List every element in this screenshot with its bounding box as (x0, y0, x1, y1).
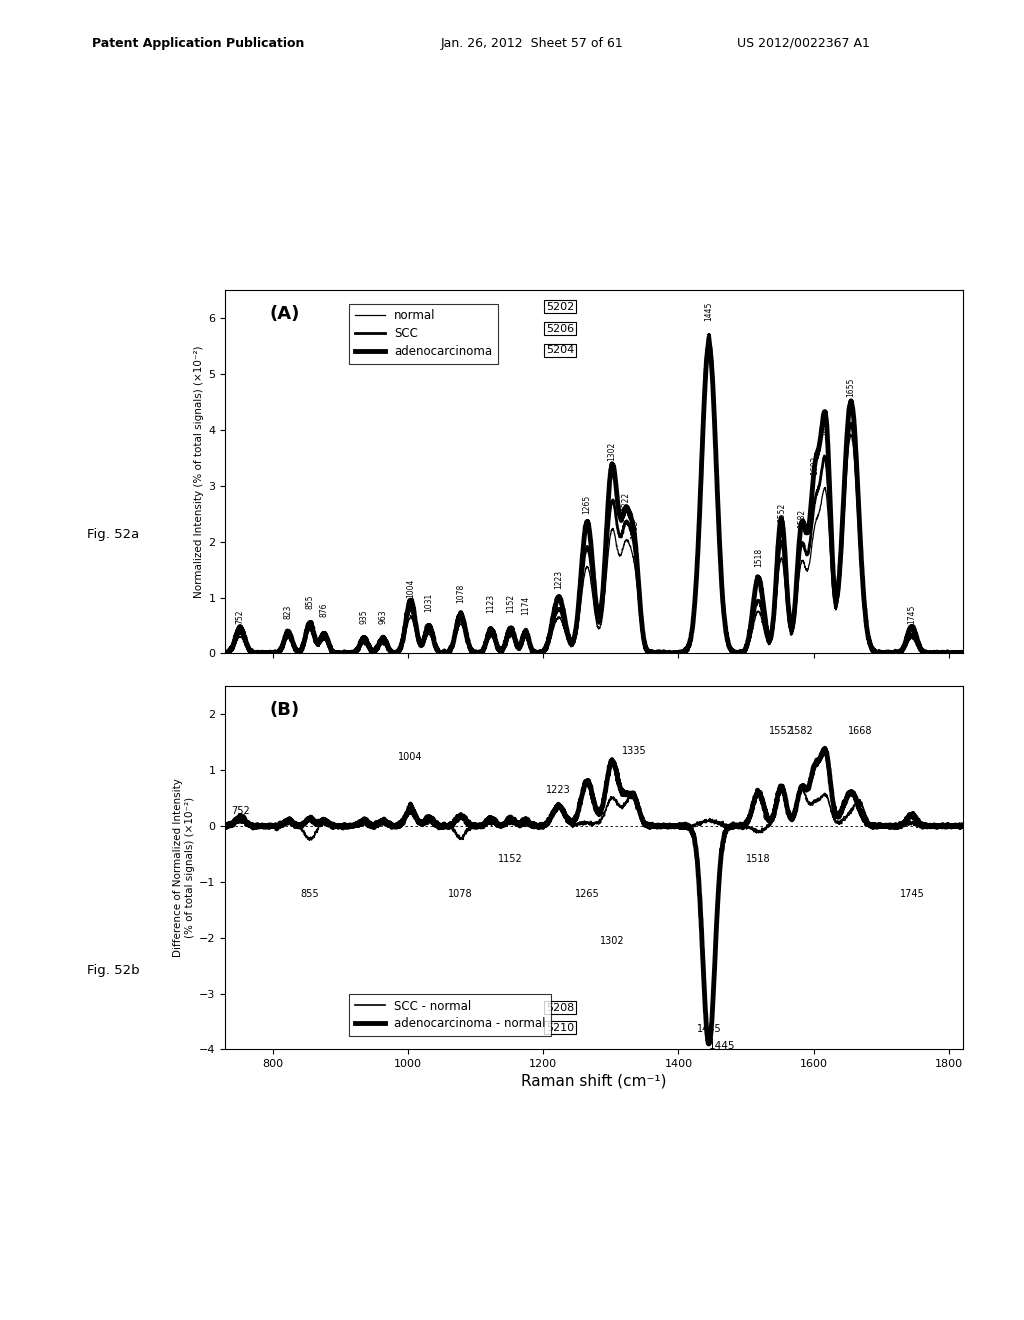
Text: 1322: 1322 (622, 492, 630, 511)
Text: 5204: 5204 (546, 346, 574, 355)
Text: 5208: 5208 (546, 1003, 574, 1012)
Text: 1265: 1265 (583, 495, 592, 513)
Text: 1445: 1445 (705, 302, 714, 321)
Text: 855: 855 (300, 888, 319, 899)
Text: 1445: 1445 (696, 1024, 721, 1034)
Text: 1004: 1004 (398, 752, 423, 762)
Text: Fig. 52a: Fig. 52a (87, 528, 139, 541)
Text: 1582: 1582 (790, 726, 814, 735)
Text: 1223: 1223 (547, 785, 571, 795)
Text: 1618: 1618 (821, 417, 830, 436)
Text: 1123: 1123 (486, 594, 496, 614)
Text: 1174: 1174 (521, 597, 530, 615)
Text: 935: 935 (359, 610, 369, 624)
Text: 1078: 1078 (449, 888, 473, 899)
Text: 1518: 1518 (745, 854, 771, 863)
Text: 876: 876 (319, 603, 329, 616)
Text: 1518: 1518 (754, 548, 763, 566)
Text: 1335: 1335 (623, 746, 647, 756)
Y-axis label: Difference of Normalized Intensity
(% of total signals) (×10⁻²): Difference of Normalized Intensity (% of… (173, 779, 195, 957)
Text: Fig. 52b: Fig. 52b (87, 964, 139, 977)
Text: (B): (B) (269, 701, 300, 719)
Text: 1152: 1152 (499, 854, 523, 863)
Text: 5206: 5206 (546, 323, 574, 334)
Text: (A): (A) (269, 305, 300, 323)
Text: 1602: 1602 (811, 455, 819, 475)
Text: Patent Application Publication: Patent Application Publication (92, 37, 304, 50)
Text: 1223: 1223 (554, 570, 563, 589)
Text: Jan. 26, 2012  Sheet 57 of 61: Jan. 26, 2012 Sheet 57 of 61 (440, 37, 623, 50)
Text: 5202: 5202 (546, 302, 574, 312)
Text: 1745: 1745 (907, 605, 916, 624)
Text: 1445: 1445 (709, 1041, 735, 1051)
X-axis label: Raman shift (cm⁻¹): Raman shift (cm⁻¹) (521, 1073, 667, 1088)
Text: 963: 963 (379, 610, 387, 624)
Legend: SCC - normal, adenocarcinoma - normal: SCC - normal, adenocarcinoma - normal (349, 994, 551, 1036)
Text: 1004: 1004 (407, 578, 415, 598)
Text: 1031: 1031 (424, 593, 433, 611)
Text: 1745: 1745 (899, 888, 925, 899)
Legend: normal, SCC, adenocarcinoma: normal, SCC, adenocarcinoma (349, 304, 498, 364)
Text: 823: 823 (284, 605, 293, 619)
Text: 1302: 1302 (607, 441, 616, 461)
Text: 752: 752 (236, 610, 245, 624)
Text: 1582: 1582 (797, 508, 806, 528)
Text: 1265: 1265 (574, 888, 599, 899)
Text: 1335: 1335 (630, 520, 639, 539)
Text: 752: 752 (230, 807, 250, 816)
Text: US 2012/0022367 A1: US 2012/0022367 A1 (737, 37, 870, 50)
Text: 1078: 1078 (456, 583, 465, 603)
Text: 1152: 1152 (506, 594, 515, 614)
Y-axis label: Normalized Intensity (% of total signals) (×10⁻²): Normalized Intensity (% of total signals… (195, 346, 204, 598)
Text: 1668: 1668 (848, 726, 872, 735)
Text: 1552: 1552 (777, 503, 785, 523)
Text: 1552: 1552 (769, 726, 794, 735)
Text: 1302: 1302 (600, 936, 625, 946)
Text: 1655: 1655 (847, 378, 855, 396)
Text: 5210: 5210 (546, 1023, 574, 1032)
Text: 855: 855 (305, 594, 314, 609)
